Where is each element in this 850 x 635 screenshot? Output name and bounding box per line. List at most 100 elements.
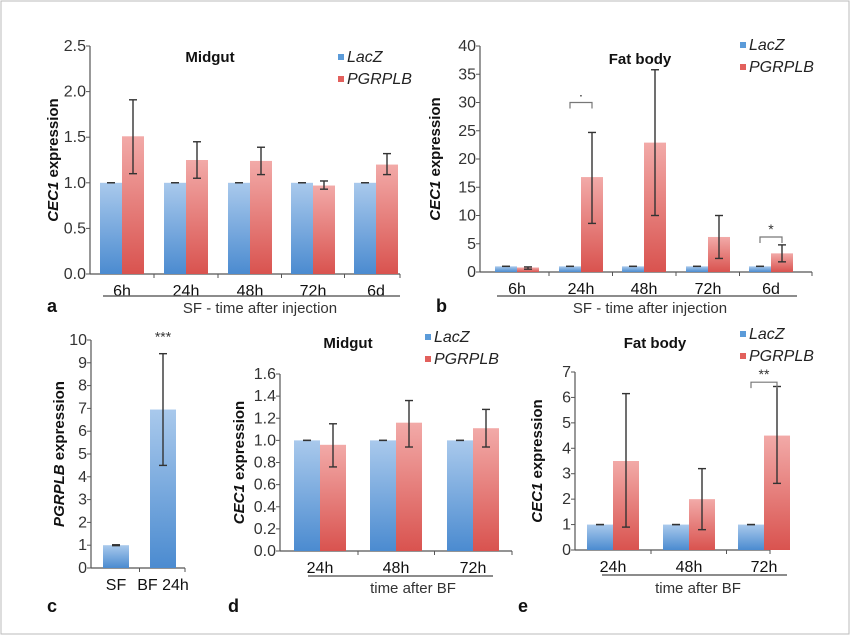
y-axis-label: CEC1 expression [529, 399, 546, 522]
x-axis-label: SF - time after injection [573, 300, 727, 317]
bar-lacz-6d [749, 266, 771, 272]
y-tick-label: 1.5 [64, 129, 86, 146]
legend-label-lacz: LacZ [434, 329, 471, 346]
bar-pgrplb-72h [473, 428, 499, 551]
error-bar [622, 392, 630, 528]
error-bar [482, 408, 490, 448]
y-tick-label: 2.5 [64, 38, 86, 55]
error-bar [588, 131, 596, 225]
bar-pgrplb-72h [313, 185, 335, 274]
x-category-label: 72h [460, 560, 487, 577]
legend-label-pgrplb: PGRPLB [749, 348, 814, 365]
y-tick-label: 0 [562, 542, 571, 559]
y-tick-label: 15 [458, 179, 476, 196]
x-category-label: 72h [695, 281, 722, 298]
y-tick-label: 40 [458, 38, 476, 55]
y-axis-label-gene: CEC1 [427, 181, 444, 221]
significance-marker: · [579, 87, 584, 103]
y-tick-label: 0.0 [254, 543, 276, 560]
panel-label: c [47, 596, 57, 616]
error-bar [320, 180, 328, 190]
legend-label-lacz: LacZ [347, 49, 384, 66]
y-tick-label: 5 [467, 236, 476, 253]
y-axis-label-rest: expression [51, 381, 68, 464]
bar-lacz-72h [738, 524, 764, 550]
y-tick-label: 9 [78, 355, 87, 372]
y-axis-label: CEC1 expression [427, 97, 444, 220]
y-tick-label: 7 [562, 364, 571, 381]
y-tick-label: 1.4 [254, 388, 276, 405]
legend-label-pgrplb: PGRPLB [347, 71, 412, 88]
y-axis-label: CEC1 expression [231, 401, 248, 524]
bar-pgrplb-6d [771, 253, 793, 272]
y-tick-label: 7 [78, 400, 87, 417]
y-axis-label: CEC1 expression [45, 98, 62, 221]
y-axis-label: PGRPLB expression [51, 381, 68, 527]
bar-lacz-24h [587, 524, 613, 550]
error-bar [193, 141, 201, 179]
y-axis-label-gene: CEC1 [529, 483, 546, 523]
bar-lacz-48h [622, 266, 644, 272]
panel-label: e [518, 596, 528, 616]
x-category-label: 6d [367, 283, 385, 300]
significance-bracket [750, 381, 778, 389]
significance-marker: *** [155, 329, 172, 345]
legend-label-pgrplb: PGRPLB [434, 351, 499, 368]
y-tick-label: 3 [562, 466, 571, 483]
x-category-label: 72h [751, 559, 778, 576]
y-tick-label: 5 [562, 415, 571, 432]
x-category-label: 48h [237, 283, 264, 300]
legend-label-lacz: LacZ [749, 326, 786, 343]
y-tick-label: 0 [467, 264, 476, 281]
x-category-label: 6h [113, 283, 131, 300]
bar-lacz-6d [354, 182, 376, 274]
x-axis-label: time after BF [370, 580, 456, 597]
error-bar [257, 146, 265, 176]
y-tick-label: 0.4 [254, 499, 276, 516]
x-axis-label: time after BF [655, 580, 741, 597]
x-category-label: SF [106, 577, 127, 594]
bar-lacz-72h [291, 182, 313, 274]
y-tick-label: 0 [78, 560, 87, 577]
y-tick-label: 2 [78, 514, 87, 531]
y-tick-label: 5 [78, 446, 87, 463]
bar-pgrplb-6d [376, 164, 398, 274]
error-bar [112, 544, 120, 547]
bar-lacz-24h [559, 266, 581, 272]
bar-pgrplb-6h [122, 136, 144, 274]
chart-title: Midgut [185, 49, 234, 66]
y-tick-label: 3 [78, 492, 87, 509]
y-tick-label: 20 [458, 151, 476, 168]
y-tick-label: 4 [78, 469, 87, 486]
bar-lacz-48h [663, 524, 689, 550]
legend-label-lacz: LacZ [749, 37, 786, 54]
error-bar [524, 266, 532, 270]
legend-swatch-pgrplb [740, 64, 746, 70]
error-bar [329, 423, 337, 468]
significance-bracket [569, 101, 593, 109]
bar-pgrplb-24h [186, 160, 208, 274]
bar-lacz-6h [495, 266, 517, 272]
bar-lacz-72h [686, 266, 708, 272]
legend-swatch-lacz [740, 331, 746, 337]
panel-e: 0 1 2 3 4 5 6 7 24h 48h 72h time after BF CEC1 expre… [518, 326, 814, 616]
y-tick-label: 2.0 [64, 84, 86, 101]
y-tick-label: 0.5 [64, 220, 86, 237]
x-category-label: 6h [508, 281, 526, 298]
bar-lacz-72h [447, 440, 473, 551]
x-category-label: 48h [676, 559, 703, 576]
y-tick-label: 1 [562, 517, 571, 534]
error-bar [698, 467, 706, 531]
error-bar [778, 244, 786, 263]
y-tick-label: 1.0 [254, 432, 276, 449]
y-tick-label: 6 [562, 389, 571, 406]
chart-title: Fat body [624, 335, 687, 352]
y-tick-label: 0.8 [254, 455, 276, 472]
y-axis-label-rest: expression [231, 401, 248, 484]
x-category-label: 48h [631, 281, 658, 298]
y-tick-label: 1.6 [254, 366, 276, 383]
x-category-label: 24h [568, 281, 595, 298]
y-tick-label: 1.0 [64, 175, 86, 192]
